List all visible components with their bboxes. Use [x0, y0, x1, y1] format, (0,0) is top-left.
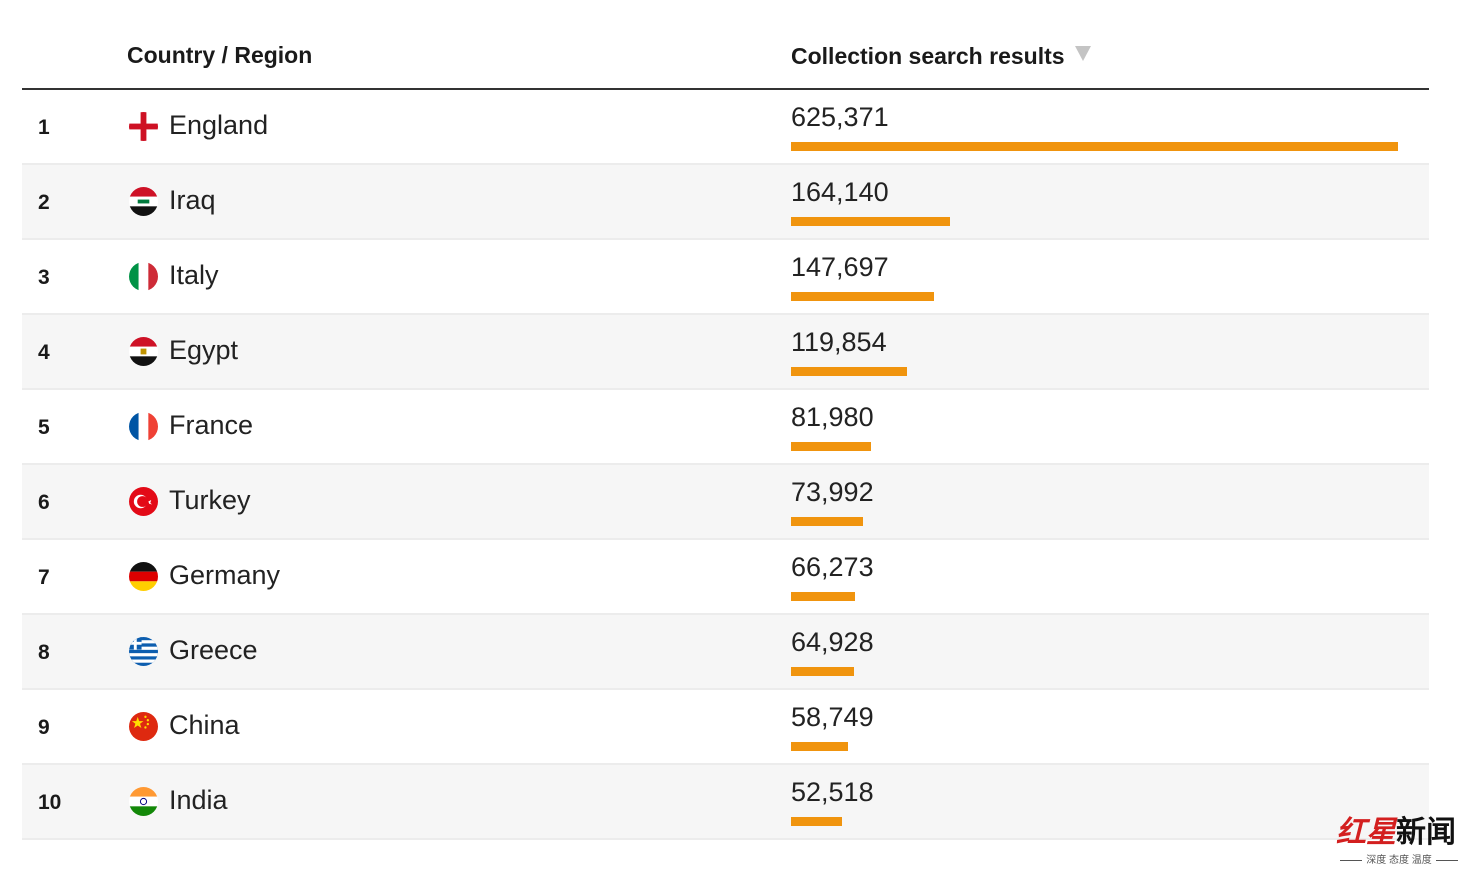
result-count: 58,749 [791, 702, 874, 732]
table-row: 10 India 52,518 [22, 765, 1429, 840]
result-count: 119,854 [791, 327, 887, 357]
table-row: 5 France 81,980 [22, 390, 1429, 465]
turkey-flag-icon [129, 487, 158, 516]
country-region-header: Country / Region [127, 42, 313, 68]
table-row: 4 Egypt 119,854 [22, 315, 1429, 390]
result-count: 164,140 [791, 177, 889, 207]
result-bar-greece [791, 667, 854, 676]
india-flag-icon [129, 787, 158, 816]
table-row: 9 China 58,749 [22, 690, 1429, 765]
table-row: 1 England 625,371 [22, 90, 1429, 165]
rank-number: 9 [38, 716, 50, 739]
rank-number: 8 [38, 641, 50, 664]
result-bar-iraq [791, 217, 950, 226]
england-flag-icon [129, 112, 158, 141]
rank-number: 3 [38, 266, 50, 289]
table-header: Country / Region Collection search resul… [22, 0, 1429, 90]
rank-number: 5 [38, 416, 50, 439]
table-row: 2 Iraq 164,140 [22, 165, 1429, 240]
country-name: Turkey [169, 485, 251, 515]
result-bar-france [791, 442, 871, 451]
rank-number: 4 [38, 341, 50, 364]
ranking-table: Country / Region Collection search resul… [22, 0, 1429, 840]
result-count: 81,980 [791, 402, 874, 432]
country-name: Germany [169, 560, 281, 590]
table-row: 6 Turkey 73,992 [22, 465, 1429, 540]
rank-number: 1 [38, 116, 50, 139]
country-name: Egypt [169, 335, 239, 365]
table-row: 3 Italy 147,697 [22, 240, 1429, 315]
france-flag-icon [129, 412, 158, 441]
table-row: 8 Greece 64,928 [22, 615, 1429, 690]
watermark-title-red: 红星 [1336, 815, 1396, 850]
greece-flag-icon [129, 637, 158, 666]
rank-number: 10 [38, 791, 62, 814]
result-bar-china [791, 742, 848, 751]
result-bar-india [791, 817, 842, 826]
result-count: 52,518 [791, 777, 874, 807]
egypt-flag-icon [129, 337, 158, 366]
watermark-tagline: 深度 态度 温度 [1336, 851, 1462, 866]
result-count: 64,928 [791, 627, 874, 657]
collection-results-header[interactable]: Collection search results [791, 43, 1091, 70]
result-count: 66,273 [791, 552, 874, 582]
rank-number: 6 [38, 491, 50, 514]
country-name: Greece [169, 635, 258, 665]
germany-flag-icon [129, 562, 158, 591]
result-count: 73,992 [791, 477, 874, 507]
italy-flag-icon [129, 262, 158, 291]
country-name: France [169, 410, 254, 440]
result-bar-egypt [791, 367, 907, 376]
country-name: China [169, 710, 240, 740]
watermark-title: 红星新闻 [1336, 807, 1456, 851]
table-body: 1 England 625,371 2 Iraq 164,140 3 Italy 147,697… [22, 90, 1429, 840]
collection-results-header-label: Collection search results [791, 43, 1065, 69]
country-name: Italy [169, 260, 219, 290]
result-bar-england [791, 142, 1398, 151]
country-name: England [169, 110, 269, 140]
china-flag-icon [129, 712, 158, 741]
result-count: 625,371 [791, 102, 889, 132]
result-count: 147,697 [791, 252, 889, 282]
country-name: India [169, 785, 228, 815]
country-name: Iraq [169, 185, 216, 215]
result-bar-germany [791, 592, 855, 601]
watermark-logo: 红星新闻 深度 态度 温度 [1336, 805, 1462, 867]
watermark-title-black: 新闻 [1396, 815, 1456, 850]
rank-number: 2 [38, 191, 50, 214]
table-row: 7 Germany 66,273 [22, 540, 1429, 615]
result-bar-turkey [791, 517, 863, 526]
rank-number: 7 [38, 566, 50, 589]
result-bar-italy [791, 292, 934, 301]
iraq-flag-icon [129, 187, 158, 216]
sort-descending-icon[interactable] [1074, 46, 1091, 61]
